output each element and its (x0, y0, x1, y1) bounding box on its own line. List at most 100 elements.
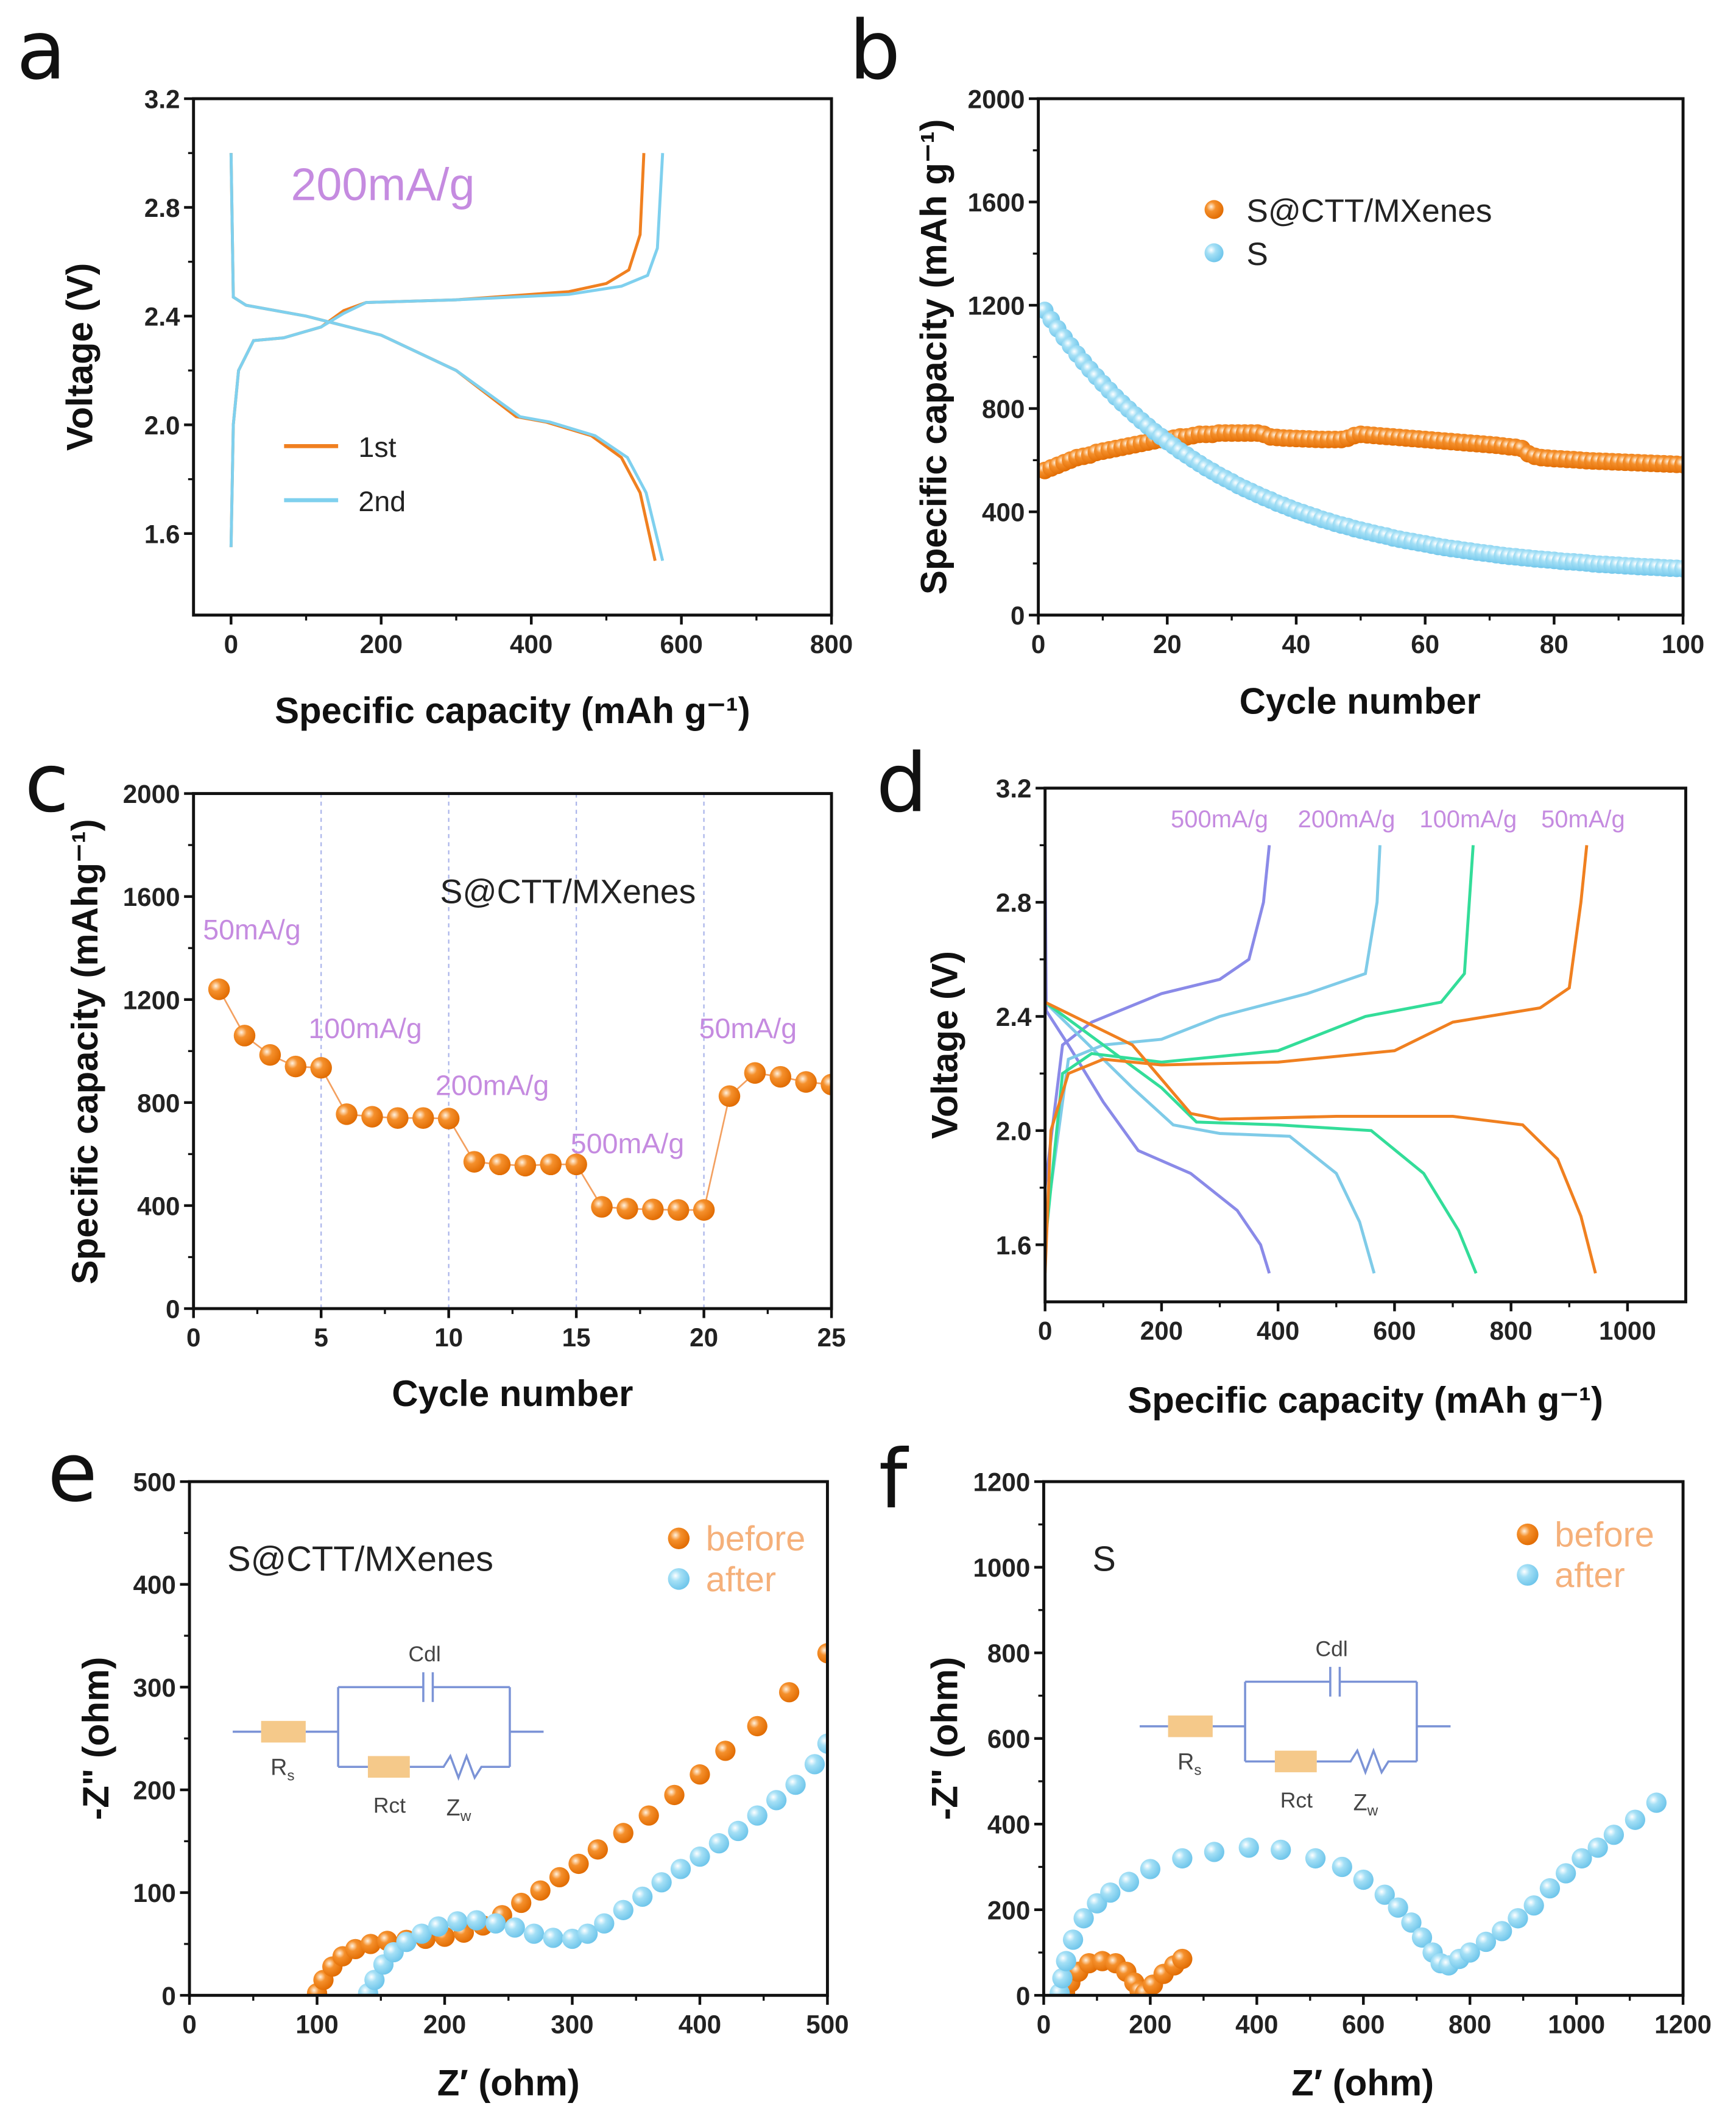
x-tick-label: 10 (434, 1323, 463, 1352)
y-tick-label: 2.4 (996, 1003, 1032, 1031)
y-tick-label: 200 (133, 1776, 176, 1805)
circuit-label-cdl: Cdl (1315, 1636, 1347, 1661)
data-point (1492, 1921, 1512, 1942)
series-2nd-line (229, 153, 665, 562)
y-tick-label: 400 (987, 1811, 1030, 1839)
chart-panel-e: 0 100 200 300 400 500 0 100 200 300 400 500 Z′ (ohm)… (76, 1468, 849, 2104)
data-point (466, 1910, 487, 1931)
y-tick-label: 2000 (968, 85, 1025, 114)
data-point (511, 1892, 532, 1914)
y-tick-label: 200 (987, 1896, 1030, 1924)
legend-marker-s-ctt-mxenes (1204, 200, 1224, 219)
axes-frame (192, 97, 833, 617)
data-point (1062, 1929, 1084, 1950)
data-point (504, 1917, 525, 1938)
y-tick-label: 2.0 (144, 411, 180, 440)
data-point (642, 1198, 664, 1221)
series-200ma-g-line (1045, 845, 1381, 1231)
data-point (795, 1071, 817, 1093)
x-tick-label: 1000 (1548, 2010, 1605, 2038)
data-point (769, 1066, 792, 1088)
axes-frame (188, 1480, 829, 1997)
x-tick-label: 0 (224, 630, 238, 659)
circuit-label-rs: Rs (270, 1755, 294, 1784)
data-point (345, 1939, 366, 1960)
chart-panel-b: 0 20 40 60 80 100 0 400 800 1200 1600 2000 Cycle num… (914, 85, 1705, 722)
data-point (708, 1833, 730, 1854)
chart-panel-d: 0 200 400 600 800 1000 1.6 2.0 2.4 2.8 3.2 Specific… (924, 774, 1687, 1421)
axes-frame (1037, 97, 1685, 617)
data-point (1603, 1825, 1625, 1845)
y-tick-label: 1000 (973, 1553, 1031, 1582)
y-tick-label: 1.6 (996, 1231, 1032, 1260)
data-point (577, 1923, 598, 1944)
y-tick-label: 800 (982, 395, 1025, 423)
data-point (664, 1784, 685, 1806)
series-100ma-g-line (1045, 1001, 1478, 1274)
data-point (594, 1913, 615, 1934)
data-point (1305, 1848, 1326, 1869)
plot-area (229, 153, 665, 562)
data-point (1587, 1837, 1608, 1858)
y-tick-label: 800 (137, 1089, 180, 1117)
data-point (208, 978, 230, 1000)
resistor-rct-icon (1274, 1750, 1317, 1773)
data-point (523, 1923, 545, 1944)
data-point (715, 1741, 736, 1761)
data-point (591, 1196, 613, 1218)
data-point (1401, 1912, 1422, 1933)
data-point (259, 1044, 281, 1066)
data-point (396, 1931, 417, 1953)
data-point (778, 1682, 800, 1703)
y-axis-label: Voltage (V) (59, 263, 100, 451)
circuit-label-cdl: Cdl (409, 1642, 441, 1666)
legend-marker-before (1517, 1523, 1539, 1546)
x-tick-label: 800 (810, 630, 853, 659)
x-tick-label: 200 (360, 630, 403, 659)
legend-label-1st: 1st (358, 431, 396, 463)
data-point (360, 1934, 381, 1954)
x-tick-label: 400 (679, 2010, 721, 2038)
data-point (1052, 1968, 1073, 1988)
chart-panel-c: 0 5 10 15 20 25 0 400 800 1200 1600 2000 Cycle numbe… (65, 780, 845, 1414)
y-tick-label: 1200 (123, 986, 180, 1014)
x-tick-label: 20 (690, 1323, 718, 1352)
data-point (568, 1853, 589, 1875)
y-tick-label: 500 (133, 1468, 176, 1497)
data-point (670, 1859, 691, 1879)
data-point (485, 1913, 506, 1934)
rate-annotation: 500mA/g (571, 1128, 684, 1159)
legend-marker-before (668, 1527, 690, 1550)
data-point (543, 1928, 563, 1948)
y-tick-label: 1200 (968, 292, 1025, 320)
series-100ma-g-line (1045, 845, 1475, 1245)
x-axis-label: Z′ (ohm) (437, 2062, 580, 2103)
data-point (817, 1643, 828, 1664)
y-tick-label: 1200 (973, 1468, 1031, 1497)
circuit-label-rs: Rs (1177, 1749, 1201, 1779)
data-point (1238, 1837, 1259, 1858)
data-point (1411, 1927, 1433, 1948)
x-axis-label: Cycle number (1240, 681, 1481, 722)
y-axis-label: Specific capacity (mAhg⁻¹) (65, 819, 105, 1284)
y-tick-label: 2.4 (144, 302, 180, 331)
x-tick-label: 500 (806, 2010, 849, 2038)
data-point (336, 1103, 358, 1125)
data-point (1056, 1951, 1076, 1971)
series-2nd-line (229, 153, 665, 548)
y-axis-label: -Z" (ohm) (76, 1657, 116, 1820)
data-point (412, 1107, 434, 1129)
x-tick-label: 600 (1373, 1316, 1416, 1345)
circuit-label-zw: Zw (1353, 1789, 1378, 1819)
equivalent-circuit-diagram: Cdl Rct Rs Zw (233, 1642, 544, 1825)
x-tick-label: 80 (1540, 630, 1568, 659)
plot-area (208, 978, 832, 1221)
data-point (744, 1062, 766, 1084)
x-tick-label: 200 (423, 2010, 466, 2038)
x-tick-label: 0 (1038, 1316, 1052, 1345)
legend-marker-after (1517, 1564, 1539, 1586)
y-tick-label: 2000 (123, 780, 180, 808)
data-point (728, 1820, 749, 1842)
x-tick-label: 0 (186, 1323, 200, 1352)
